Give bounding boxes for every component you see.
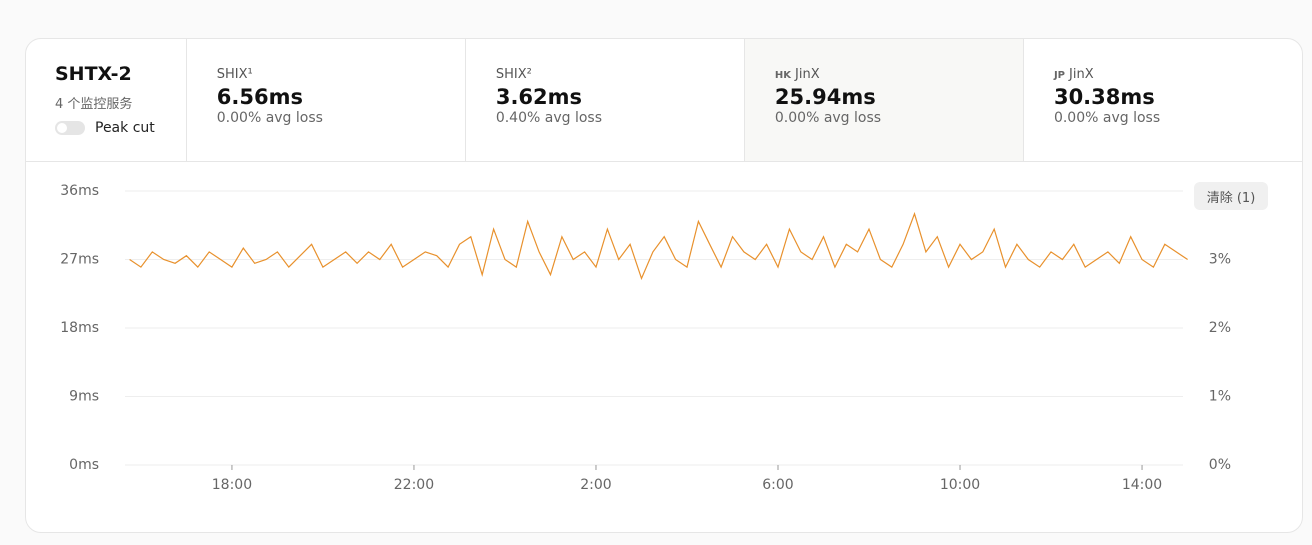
monitor-name: SHIX² bbox=[495, 67, 532, 82]
loss: 0.00% avg loss bbox=[774, 110, 882, 126]
name: JinX bbox=[795, 67, 820, 82]
y-tick-label: 18ms bbox=[60, 320, 99, 336]
region: HK bbox=[774, 70, 792, 81]
header: SHTX-2 4 个监控服务 Peak cut SHIX¹ 6.56ms 0.0… bbox=[26, 39, 1302, 162]
y-tick-label: 9ms bbox=[69, 389, 99, 405]
latency: 25.94ms bbox=[774, 85, 876, 109]
monitor-name: JP JinX bbox=[1054, 67, 1302, 82]
y2-tick-label: 3% bbox=[1209, 252, 1231, 268]
x-tick-label: 22:00 bbox=[394, 477, 434, 493]
x-tick-label: 2:00 bbox=[580, 477, 611, 493]
latency: 6.56ms bbox=[216, 85, 303, 109]
y-tick-label: 0ms bbox=[69, 457, 99, 473]
server-title: SHTX-2 bbox=[55, 63, 132, 85]
y2-tick-label: 2% bbox=[1209, 320, 1231, 336]
card: SHTX-2 4 个监控服务 Peak cut SHIX¹ 6.56ms 0.0… bbox=[25, 38, 1303, 533]
x-tick-label: 6:00 bbox=[762, 477, 793, 493]
y2-tick-label: 0% bbox=[1209, 457, 1231, 473]
latency: 3.62ms bbox=[495, 85, 583, 109]
monitor-name: SHIX¹ bbox=[216, 67, 253, 82]
toggle-label: Peak cut bbox=[95, 120, 155, 136]
server-info: SHTX-2 4 个监控服务 Peak cut bbox=[26, 39, 186, 161]
latency-line bbox=[129, 211, 1188, 281]
latency: 30.38ms bbox=[1053, 85, 1155, 109]
region: JP bbox=[1053, 70, 1066, 81]
server-subtitle: 4 个监控服务 bbox=[55, 97, 133, 112]
monitor-name: HK JinX bbox=[775, 67, 1023, 82]
y-tick-label: 27ms bbox=[60, 252, 99, 268]
name: JinX bbox=[1069, 67, 1094, 82]
clear-button[interactable]: 清除 (1) bbox=[1194, 182, 1268, 210]
x-tick-label: 14:00 bbox=[1122, 477, 1162, 493]
y-tick-label: 36ms bbox=[60, 183, 99, 199]
loss: 0.00% avg loss bbox=[216, 110, 323, 126]
monitor[interactable]: SHIX¹ 6.56ms 0.00% avg loss bbox=[185, 39, 465, 161]
x-tick-label: 10:00 bbox=[940, 477, 980, 493]
monitor[interactable]: JP JinX 30.38ms 0.00% avg loss bbox=[1022, 39, 1302, 161]
loss: 0.00% avg loss bbox=[1053, 110, 1161, 126]
loss: 0.40% avg loss bbox=[495, 110, 602, 126]
y2-tick-label: 1% bbox=[1209, 389, 1231, 405]
peak-cut-toggle[interactable]: Peak cut bbox=[55, 120, 186, 136]
monitor[interactable]: SHIX² 3.62ms 0.40% avg loss bbox=[464, 39, 744, 161]
x-tick-label: 18:00 bbox=[212, 477, 252, 493]
monitor[interactable]: HK JinX 25.94ms 0.00% avg loss bbox=[743, 39, 1023, 161]
switch[interactable] bbox=[55, 121, 85, 135]
